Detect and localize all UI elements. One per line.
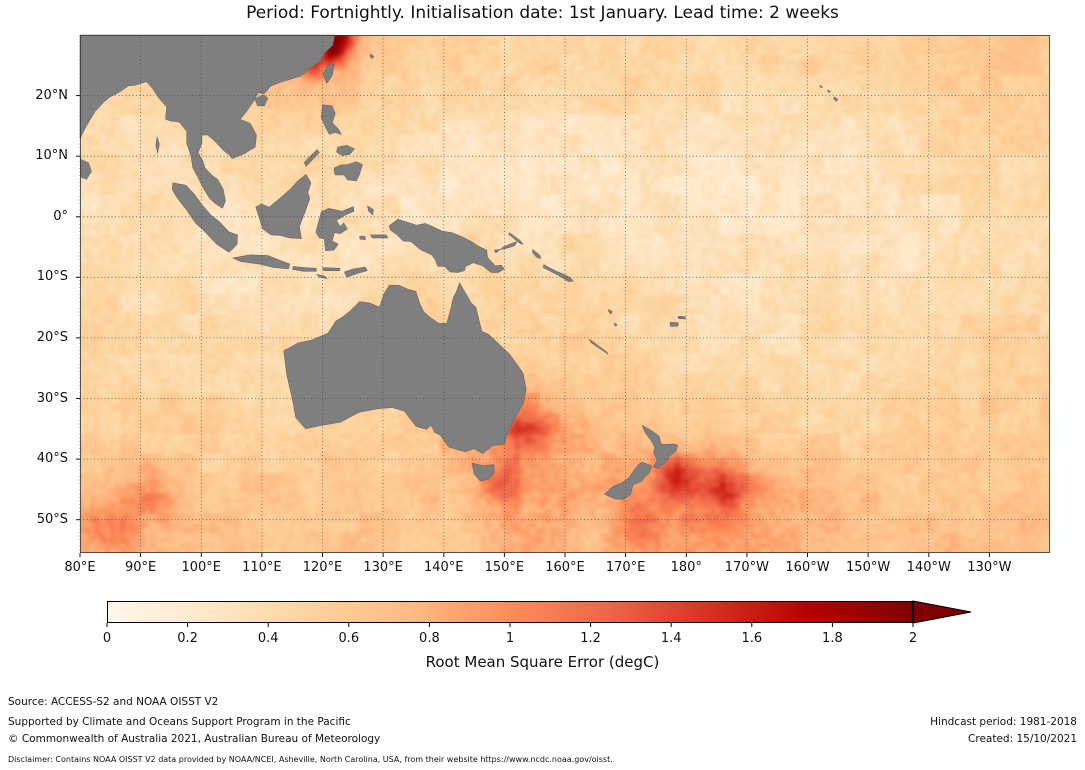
landmass-hainan: [254, 94, 269, 107]
x-axis-tick-label: 170°E: [605, 560, 646, 575]
colorbar-tick-label: 0.2: [177, 631, 198, 646]
landmass-java: [231, 254, 291, 270]
x-axis-tick-label: 100°E: [181, 560, 222, 575]
map-plot: [76, 34, 1051, 557]
landmass-seram: [369, 234, 389, 239]
x-axis-tick-label: 140°E: [423, 560, 464, 575]
landmass-hawaii-oahu: [819, 84, 824, 88]
colorbar-tick-label: 1: [505, 631, 515, 646]
colorbar-svg: [106, 600, 972, 627]
landmass-bougainville: [532, 249, 542, 259]
colorbar-outline: [107, 601, 913, 623]
x-axis-tick-label: 90°E: [124, 560, 157, 575]
landmass-fiji-viti-levu: [669, 321, 679, 327]
y-axis-tick-label: 10°S: [36, 269, 68, 285]
landmass-andaman: [155, 136, 160, 154]
colorbar-tick-label: 1.4: [660, 631, 682, 646]
colorbar-tick-label: 0.6: [338, 631, 360, 646]
landmass-taiwan: [322, 63, 335, 85]
supported-text: Supported by Climate and Oceans Support …: [8, 716, 351, 728]
landmass-sumatra: [171, 182, 238, 253]
source-text: Source: ACCESS-S2 and NOAA OISST V2: [8, 696, 219, 708]
y-axis-tick-label: 20°S: [36, 329, 68, 345]
colorbar-tick-label: 1.6: [741, 631, 763, 646]
landmass-mindanao: [333, 161, 363, 182]
landmass-new-caledonia: [588, 338, 609, 355]
landmass-new-guinea: [388, 218, 505, 273]
landmass-fiji-vanua-levu: [677, 315, 686, 320]
x-axis-tick-label: 130°E: [363, 560, 403, 575]
x-axis-tick-label: 130°W: [967, 560, 1012, 575]
landmass-tasmania: [471, 462, 495, 482]
landmass-australia: [283, 282, 527, 454]
colorbar-tick-label: 0: [102, 631, 112, 646]
y-axis-tick-label: 10°N: [35, 148, 68, 164]
x-axis-tick-label: 170°W: [724, 560, 769, 575]
landmass-sulawesi: [315, 206, 355, 251]
colorbar-tick-label: 2: [908, 631, 918, 646]
x-axis-tick-label: 140°W: [906, 560, 951, 575]
colorbar: [106, 600, 987, 631]
x-axis-tick-label: 120°E: [302, 560, 343, 575]
y-axis-tick-label: 0°: [53, 208, 68, 224]
colorbar-gradient: [107, 601, 913, 623]
plot-border: [80, 35, 1051, 554]
landmass-luzon: [321, 104, 342, 135]
y-axis-tick-label: 20°N: [35, 87, 68, 103]
landmass-lesser-sunda: [292, 266, 317, 272]
map-overlay-svg: [76, 34, 1051, 557]
landmass-flores: [322, 267, 341, 271]
landmass-new-britain: [493, 241, 518, 254]
y-axis-tick-label: 40°S: [36, 451, 68, 467]
colorbar-label: Root Mean Square Error (degC): [425, 653, 660, 671]
landmass-new-ireland: [508, 232, 524, 245]
landmass-vanuatu-south: [613, 322, 618, 327]
colorbar-extend-arrow-icon: [912, 600, 972, 624]
x-axis-tick-label: 150°E: [484, 560, 525, 575]
y-axis-tick-label: 50°S: [36, 511, 68, 527]
landmass-halmahera: [367, 205, 374, 216]
y-axis-tick-label: 30°S: [36, 390, 68, 406]
x-axis-tick-label: 160°W: [785, 560, 830, 575]
landmass-asia: [79, 34, 335, 209]
landmass-palawan: [304, 149, 320, 167]
landmass-vanuatu-north: [608, 308, 613, 315]
landmass-buru: [359, 235, 366, 241]
page-title: Period: Fortnightly. Initialisation date…: [246, 3, 839, 23]
landmass-hawaii-maui: [827, 89, 831, 93]
landmass-borneo: [255, 173, 312, 239]
created-date-text: Created: 15/10/2021: [968, 733, 1077, 745]
disclaimer-text: Disclaimer: Contains NOAA OISST V2 data …: [8, 755, 613, 764]
colorbar-tick-label: 0.4: [257, 631, 279, 646]
landmass-sri-lanka: [80, 158, 92, 180]
landmass-sumba: [315, 273, 329, 279]
landmass-timor: [343, 266, 368, 278]
colorbar-tick-label: 0.8: [419, 631, 440, 646]
x-axis-tick-label: 180°: [670, 560, 702, 575]
copyright-text: © Commonwealth of Australia 2021, Austra…: [8, 733, 381, 745]
x-axis-tick-label: 150°W: [846, 560, 891, 575]
x-axis-tick-label: 110°E: [242, 560, 282, 575]
landmass-hawaii-big-island: [833, 96, 839, 102]
hindcast-period-text: Hindcast period: 1981-2018: [930, 716, 1077, 728]
landmass-visayas: [336, 145, 356, 156]
x-axis-tick-label: 160°E: [545, 560, 585, 575]
colorbar-tick-label: 1.2: [580, 631, 601, 646]
colorbar-tick-label: 1.8: [822, 631, 843, 646]
x-axis-tick-label: 80°E: [64, 560, 96, 575]
landmass-ryukyu: [369, 53, 375, 59]
landmass-new-zealand-north: [641, 424, 679, 470]
landmass-new-zealand-south: [603, 461, 653, 500]
landmass-solomon-islands: [542, 264, 575, 282]
